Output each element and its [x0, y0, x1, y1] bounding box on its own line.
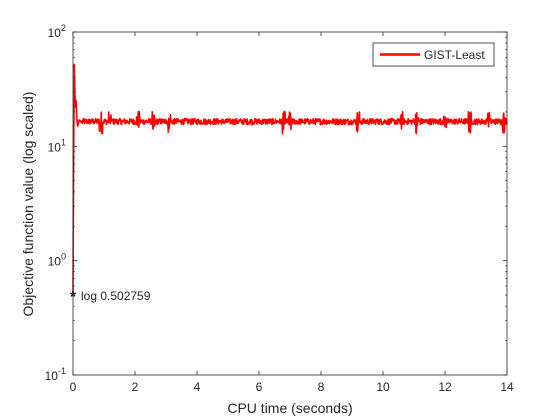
- x-tick-label: 10: [376, 380, 390, 394]
- x-axis-label: CPU time (seconds): [227, 400, 352, 416]
- y-tick-label: 101: [48, 137, 66, 154]
- annotation-label: log 0.502759: [81, 289, 151, 303]
- legend-box: [372, 42, 495, 67]
- series-line-gist-least: [72, 63, 508, 295]
- series-layer: [72, 63, 508, 295]
- y-tick-label: 100: [48, 252, 66, 269]
- x-tick-label: 4: [194, 380, 201, 394]
- x-tick-label: 8: [318, 380, 325, 394]
- y-tick-label: 10-1: [45, 366, 66, 383]
- legend: GIST-Least: [372, 42, 495, 67]
- ticks-layer: 0 2 4 6 8 10 12 14 10-1 100 101 102: [45, 23, 514, 394]
- y-tick-label: 102: [48, 23, 66, 40]
- plot-area: [73, 32, 507, 375]
- x-tick-label: 14: [500, 380, 514, 394]
- x-tick-label: 12: [438, 380, 452, 394]
- x-tick-label: 2: [132, 380, 139, 394]
- x-tick-label: 0: [70, 380, 77, 394]
- axes-frame: [72, 31, 508, 376]
- annotation-marker: *: [70, 289, 77, 306]
- legend-label: GIST-Least: [424, 48, 485, 62]
- annotation-layer: * log 0.502759: [70, 289, 151, 306]
- y-axis-label: Objective function value (log scaled): [20, 92, 36, 317]
- x-tick-label: 6: [256, 380, 263, 394]
- axes-layer: [72, 31, 508, 376]
